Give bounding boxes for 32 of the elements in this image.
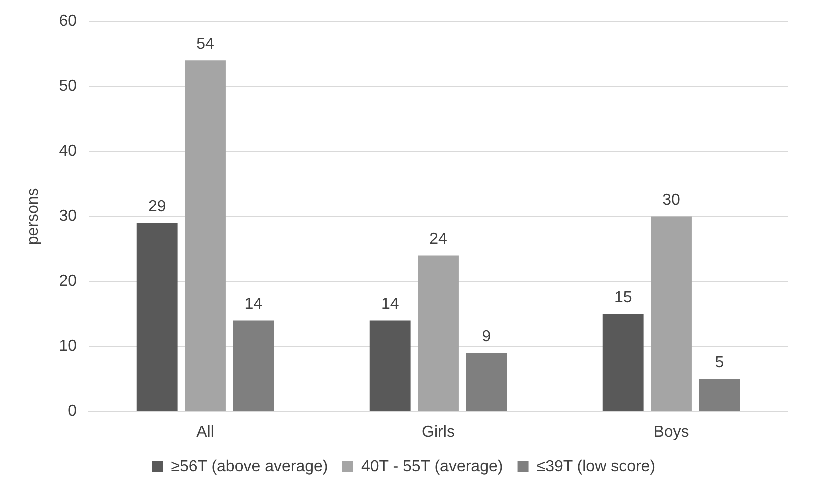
data-label: 29 — [148, 198, 166, 216]
y-tick-label: 0 — [68, 403, 78, 420]
y-tick-label: 10 — [59, 338, 78, 356]
data-label: 24 — [430, 231, 448, 248]
data-label: 5 — [715, 354, 724, 372]
data-label: 14 — [244, 296, 263, 314]
bar — [185, 60, 226, 412]
data-label: 9 — [482, 328, 492, 346]
y-axis-title: persons — [25, 188, 42, 246]
y-tick-label: 50 — [59, 78, 78, 96]
x-tick-label: Girls — [422, 424, 455, 441]
data-label: 14 — [381, 296, 400, 314]
legend-label: 40T - 55T (average) — [362, 458, 504, 476]
bar — [233, 320, 274, 412]
bar — [602, 314, 644, 412]
x-tick-label: All — [196, 424, 214, 441]
bar — [136, 223, 178, 412]
data-label: 15 — [614, 290, 632, 307]
bar — [651, 216, 692, 412]
y-tick-label: 40 — [59, 143, 78, 160]
legend-label: ≥56T (above average) — [171, 458, 328, 476]
x-tick-label: Boys — [654, 424, 690, 441]
data-label: 54 — [196, 36, 214, 54]
bar — [418, 256, 459, 412]
bar — [466, 353, 508, 412]
data-label: 30 — [662, 192, 680, 210]
y-tick-label: 30 — [59, 208, 78, 226]
legend-label: ≤39T (low score) — [536, 458, 656, 476]
bar — [699, 379, 740, 412]
bar — [370, 320, 411, 412]
y-tick-label: 60 — [59, 13, 78, 30]
y-tick-label: 20 — [59, 273, 78, 290]
